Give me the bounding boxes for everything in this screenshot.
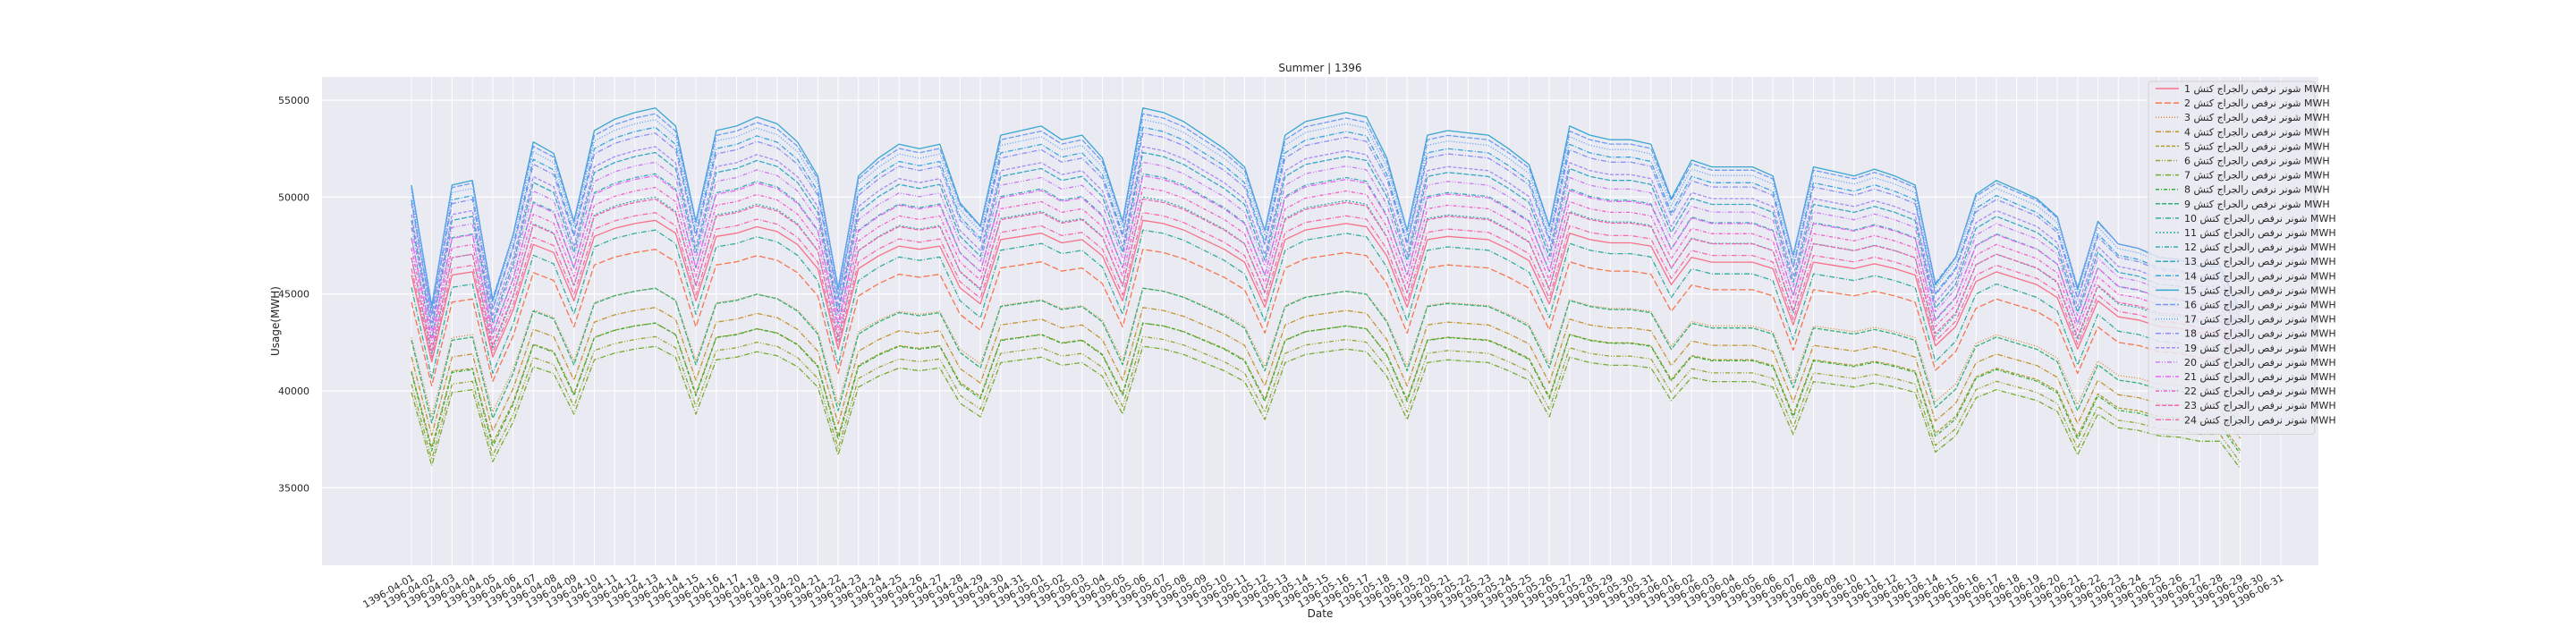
legend-entry-label: شونر نرفص رالجراج کتش 12 MWH [2184,242,2336,253]
y-tick-label: 50000 [278,191,309,203]
y-tick-label: 35000 [278,482,309,494]
series-line-1 [411,219,2241,366]
legend-entry-label: شونر نرفص رالجراج کتش 10 MWH [2184,213,2336,225]
legend-entry-label: شونر نرفص رالجراج کتش 14 MWH [2184,270,2336,282]
legend-entry-label: شونر نرفص رالجراج کتش 22 MWH [2184,386,2336,397]
series-line-21 [411,174,2241,343]
x-axis-title: Date [1308,607,1334,620]
series-line-8 [411,322,2241,454]
series-line-4 [411,307,2241,439]
legend-entry-label: شونر نرفص رالجراج کتش 23 MWH [2184,400,2336,411]
series-line-11 [411,196,2241,359]
legend-entry-label: شونر نرفص رالجراج کتش 16 MWH [2184,300,2336,311]
legend-entry-label: شونر نرفص رالجراج کتش 19 MWH [2184,343,2336,354]
series-line-7 [411,345,2241,470]
legend-box [2148,80,2316,435]
legend-entry-label: شونر نرفص رالجراج کتش 4 MWH [2184,126,2330,138]
series-line-16 [411,113,2241,309]
series-line-17 [411,119,2241,314]
y-tick-label: 40000 [278,386,309,397]
series-line-19 [411,146,2241,327]
series-line-9 [411,287,2241,427]
legend-entry-label: شونر نرفص رالجراج کتش 11 MWH [2184,227,2336,239]
series-line-22 [411,186,2241,349]
y-axis-ticks: 35000 40000 45000 50000 55000 [278,95,309,494]
legend-entry-label: شونر نرفص رالجراج کتش 15 MWH [2184,284,2336,296]
series-line-6 [411,335,2241,463]
legend: شونر نرفص رالجراج کتش 1 MWH شونر نرفص رال… [2148,80,2336,435]
y-tick-label: 55000 [278,95,309,106]
plot-area [322,77,2318,565]
legend-entry-label: شونر نرفص رالجراج کتش 18 MWH [2184,328,2336,340]
chart-title: Summer | 1396 [1278,62,1361,74]
series-lines [411,107,2241,470]
legend-entry-label: شونر نرفص رالجراج کتش 1 MWH [2184,83,2330,95]
legend-entry-label: شونر نرفص رالجراج کتش 7 MWH [2184,170,2330,182]
series-line-20 [411,161,2241,335]
x-axis-ticks: 1396-04-011396-04-021396-04-031396-04-04… [361,572,2286,610]
legend-entry-label: شونر نرفص رالجراج کتش 24 MWH [2184,414,2336,426]
y-tick-label: 45000 [278,289,309,301]
legend-entry-label: شونر نرفص رالجراج کتش 9 MWH [2184,199,2330,210]
legend-entry-label: شونر نرفص رالجراج کتش 2 MWH [2184,97,2330,109]
legend-entry-label: شونر نرفص رالجراج کتش 20 MWH [2184,357,2336,369]
series-line-3 [411,287,2241,419]
series-line-18 [411,132,2241,320]
legend-entry-label: شونر نرفص رالجراج کتش 5 MWH [2184,140,2330,152]
legend-entry-label: شونر نرفص رالجراج کتش 21 MWH [2184,371,2336,383]
legend-entry-label: شونر نرفص رالجراج کتش 13 MWH [2184,256,2336,267]
legend-entry-label: شونر نرفص رالجراج کتش 3 MWH [2184,112,2330,123]
series-line-10 [411,229,2241,383]
series-line-2 [411,249,2241,390]
y-axis-title: Usage(MWH) [269,286,282,356]
series-line-12 [411,173,2241,343]
legend-entry-label: شونر نرفص رالجراج کتش 6 MWH [2184,156,2330,167]
legend-entry-label: شونر نرفص رالجراج کتش 8 MWH [2184,184,2330,196]
legend-entry-label: شونر نرفص رالجراج کتش 17 MWH [2184,314,2336,326]
series-line-13 [411,151,2241,333]
series-line-23 [411,198,2241,355]
series-line-24 [411,212,2241,361]
